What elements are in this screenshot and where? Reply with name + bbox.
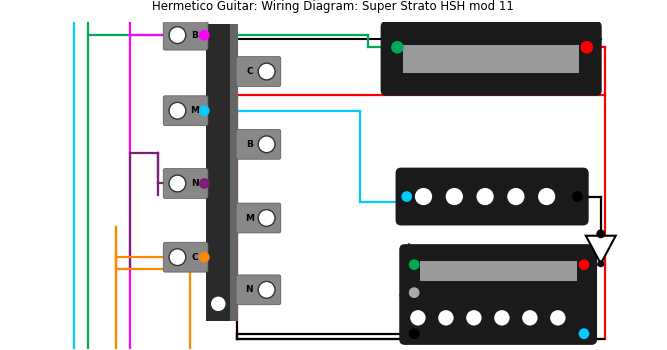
Circle shape xyxy=(522,309,538,326)
Bar xyxy=(206,24,230,321)
Circle shape xyxy=(581,42,592,53)
Text: M: M xyxy=(245,214,254,223)
FancyBboxPatch shape xyxy=(236,57,281,86)
Circle shape xyxy=(169,249,186,266)
Circle shape xyxy=(597,230,604,238)
Text: B: B xyxy=(191,31,198,40)
Text: B: B xyxy=(246,140,253,149)
Circle shape xyxy=(550,309,566,326)
Circle shape xyxy=(199,252,209,262)
Circle shape xyxy=(414,187,433,206)
Text: Hermetico Guitar: Wiring Diagram: Super Strato HSH mod 11: Hermetico Guitar: Wiring Diagram: Super … xyxy=(152,0,514,13)
FancyBboxPatch shape xyxy=(396,168,589,225)
Circle shape xyxy=(211,297,225,310)
Circle shape xyxy=(392,42,403,53)
Circle shape xyxy=(258,63,275,80)
Text: N: N xyxy=(191,179,199,188)
Circle shape xyxy=(410,309,426,326)
Text: M: M xyxy=(190,106,199,115)
Circle shape xyxy=(538,187,556,206)
FancyBboxPatch shape xyxy=(163,242,208,272)
FancyBboxPatch shape xyxy=(400,291,597,345)
Text: C: C xyxy=(246,67,253,76)
FancyBboxPatch shape xyxy=(163,169,208,198)
Circle shape xyxy=(580,329,589,338)
Circle shape xyxy=(476,187,494,206)
Bar xyxy=(238,22,401,349)
Circle shape xyxy=(573,192,582,201)
Bar xyxy=(403,46,580,74)
Text: N: N xyxy=(245,285,253,294)
Circle shape xyxy=(494,309,510,326)
FancyBboxPatch shape xyxy=(236,275,281,305)
FancyBboxPatch shape xyxy=(381,21,602,96)
Circle shape xyxy=(402,192,412,201)
Circle shape xyxy=(410,329,419,338)
Circle shape xyxy=(598,261,604,266)
Text: C: C xyxy=(191,253,198,262)
FancyBboxPatch shape xyxy=(236,203,281,233)
Circle shape xyxy=(258,210,275,226)
Circle shape xyxy=(410,288,419,297)
Circle shape xyxy=(445,187,464,206)
Circle shape xyxy=(169,175,186,192)
Circle shape xyxy=(169,102,186,119)
FancyBboxPatch shape xyxy=(236,130,281,159)
Circle shape xyxy=(169,27,186,43)
Polygon shape xyxy=(586,236,616,264)
Circle shape xyxy=(258,136,275,153)
Circle shape xyxy=(438,309,454,326)
Circle shape xyxy=(199,106,209,116)
FancyBboxPatch shape xyxy=(400,244,597,300)
Bar xyxy=(420,261,576,281)
Circle shape xyxy=(466,309,482,326)
Circle shape xyxy=(506,187,525,206)
Circle shape xyxy=(199,30,209,40)
FancyBboxPatch shape xyxy=(163,96,208,126)
Circle shape xyxy=(258,281,275,298)
Bar xyxy=(230,24,238,321)
Circle shape xyxy=(199,179,209,188)
Circle shape xyxy=(410,260,419,269)
FancyBboxPatch shape xyxy=(163,20,208,50)
Circle shape xyxy=(580,260,589,269)
